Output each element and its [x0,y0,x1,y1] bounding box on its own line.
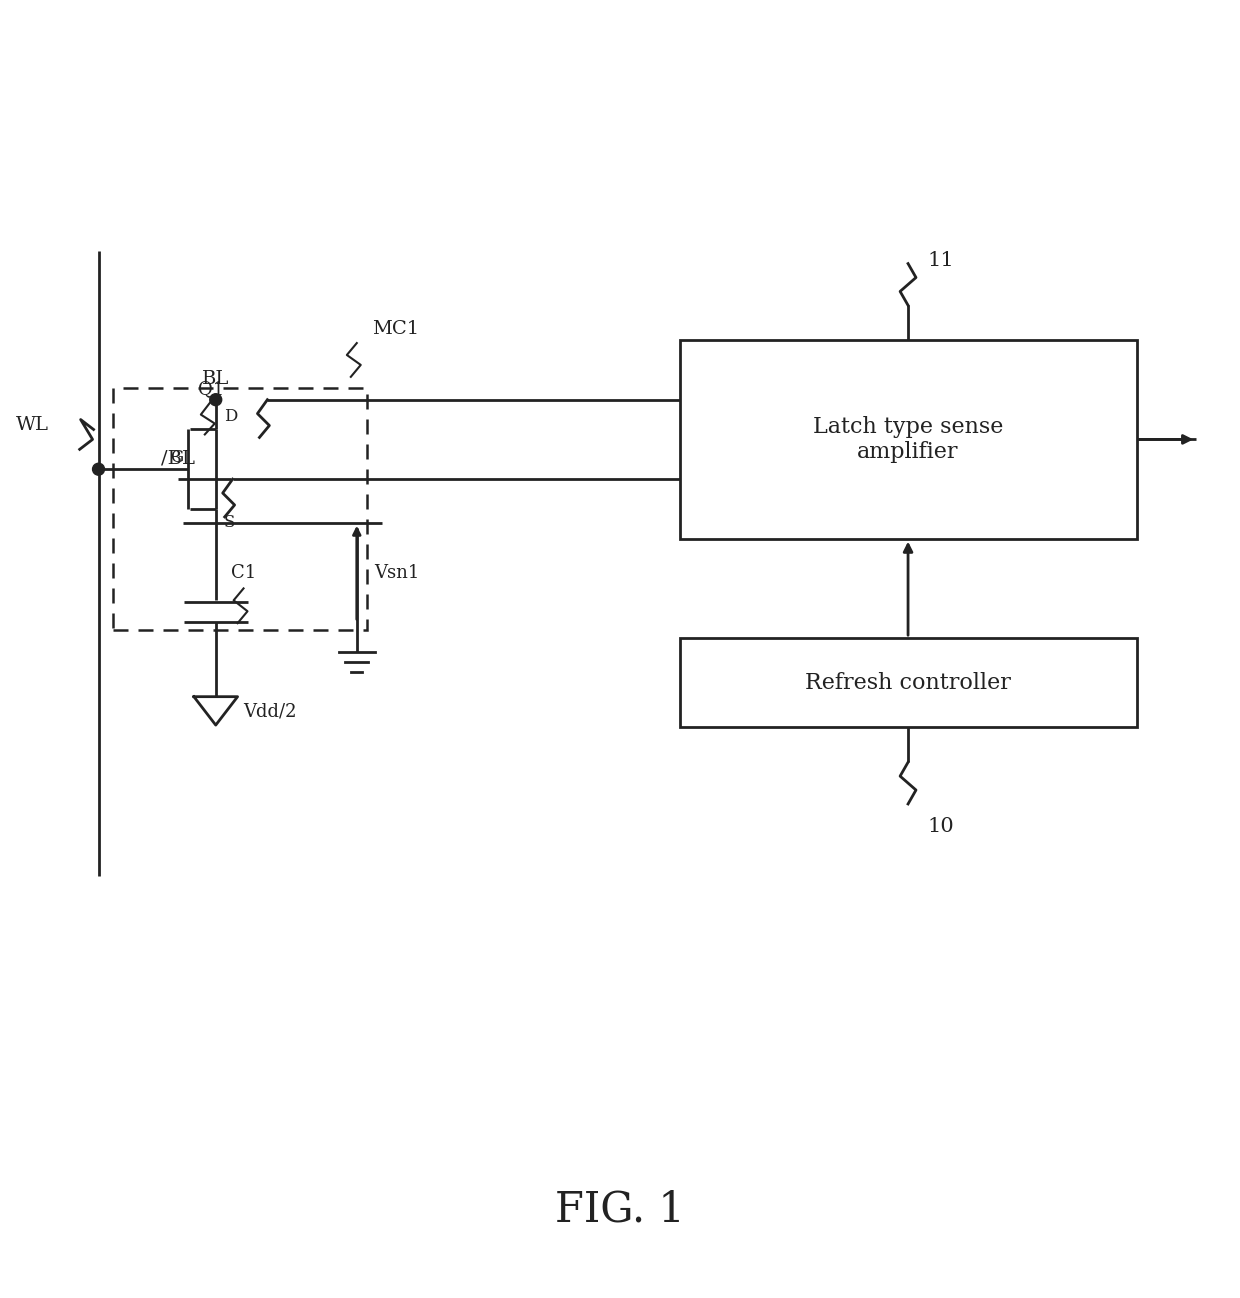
Text: 11: 11 [928,251,955,270]
Text: MC1: MC1 [372,321,419,337]
Bar [680,340,1137,539]
Bar [680,639,1137,727]
Text: S: S [223,514,236,531]
Text: D: D [223,408,237,424]
Text: G: G [170,449,184,466]
Text: 10: 10 [928,818,955,836]
Text: C1: C1 [231,565,255,583]
Bar [113,388,367,630]
Text: WL: WL [16,415,48,434]
Text: /BL: /BL [161,449,195,467]
Text: Refresh controller: Refresh controller [805,672,1011,693]
Text: Vsn1: Vsn1 [374,563,420,582]
Text: FIG. 1: FIG. 1 [556,1188,684,1231]
Circle shape [210,393,222,406]
Text: Latch type sense
amplifier: Latch type sense amplifier [813,415,1003,463]
Circle shape [93,463,104,475]
Text: Q1: Q1 [198,380,224,397]
Text: BL: BL [202,370,229,388]
Text: Vdd/2: Vdd/2 [243,702,298,720]
